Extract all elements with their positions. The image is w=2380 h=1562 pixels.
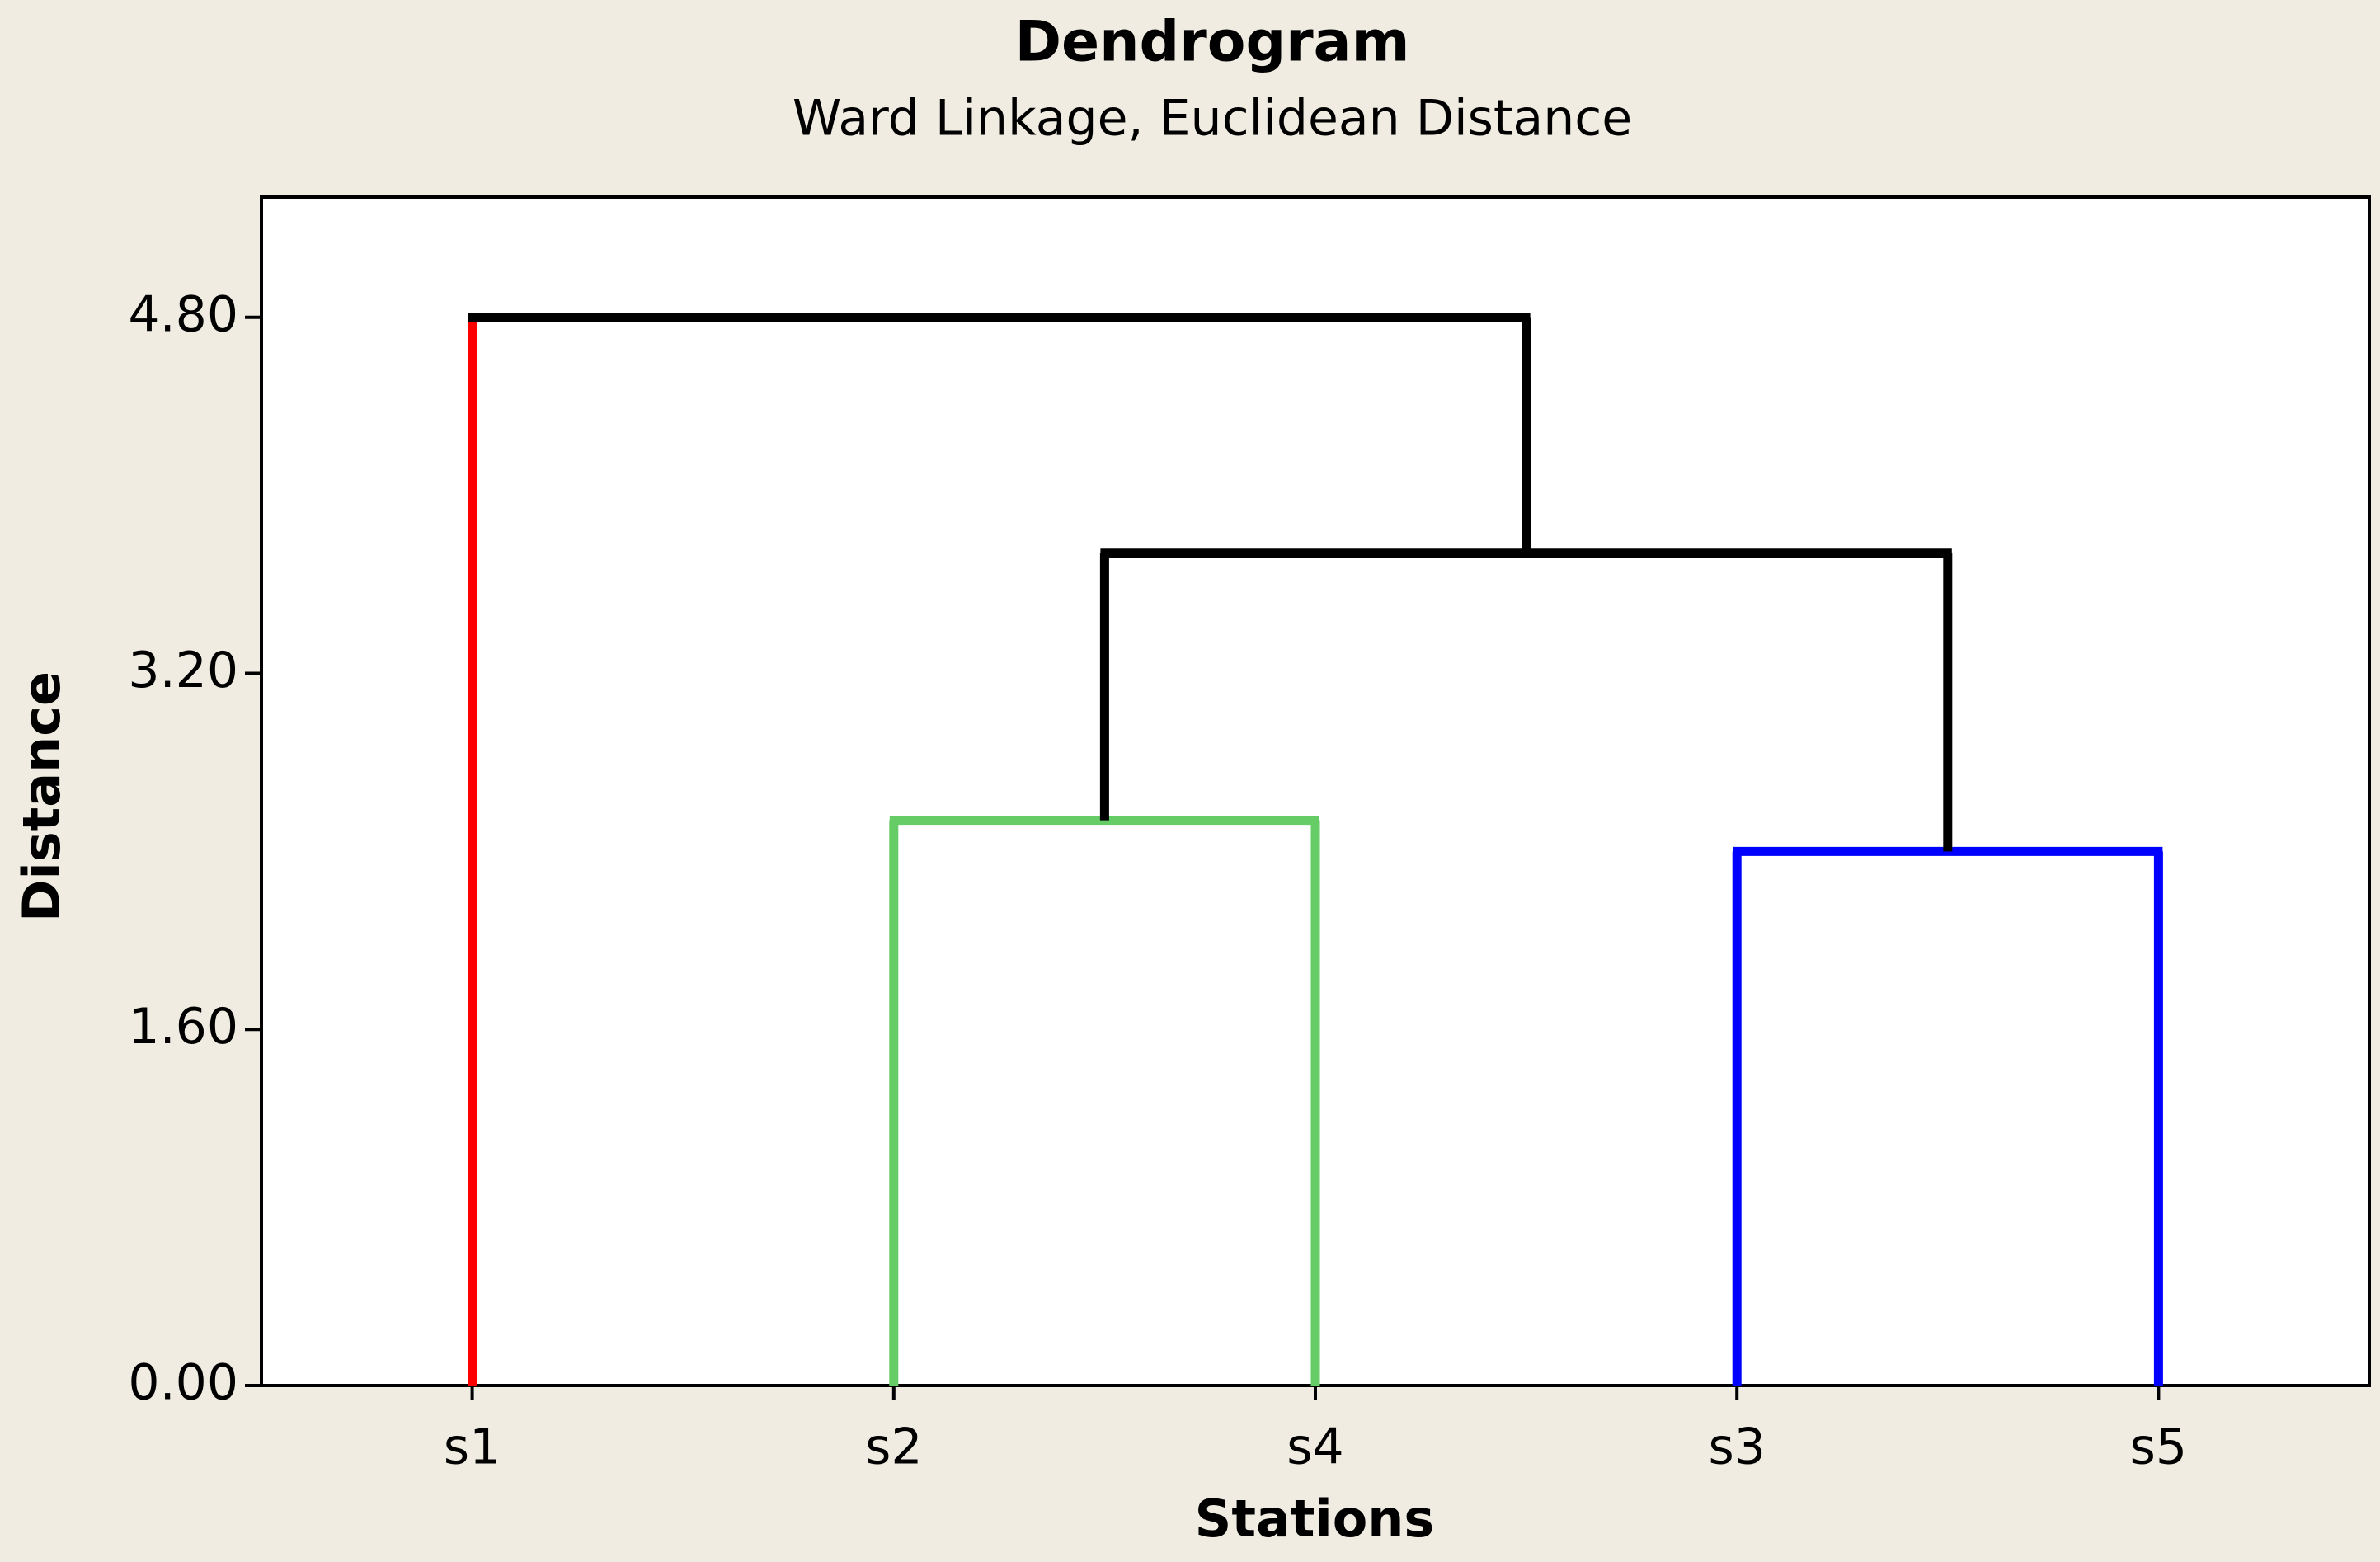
y-tick-label: 3.20	[128, 642, 238, 699]
x-tick-label: s2	[865, 1419, 922, 1476]
x-tick-label: s3	[1708, 1419, 1765, 1476]
y-tick-label: 1.60	[128, 998, 238, 1056]
chart-title: Dendrogram	[1015, 10, 1410, 75]
y-tick-label: 0.00	[128, 1354, 238, 1412]
y-axis-title: Distance	[12, 671, 72, 922]
x-tick-label: s4	[1286, 1419, 1343, 1476]
x-tick-label: s5	[2130, 1419, 2187, 1476]
x-tick-label: s1	[444, 1419, 501, 1476]
chart-subtitle: Ward Linkage, Euclidean Distance	[793, 90, 1632, 148]
x-axis-title: Stations	[1195, 1489, 1435, 1549]
y-tick-label: 4.80	[128, 285, 238, 343]
